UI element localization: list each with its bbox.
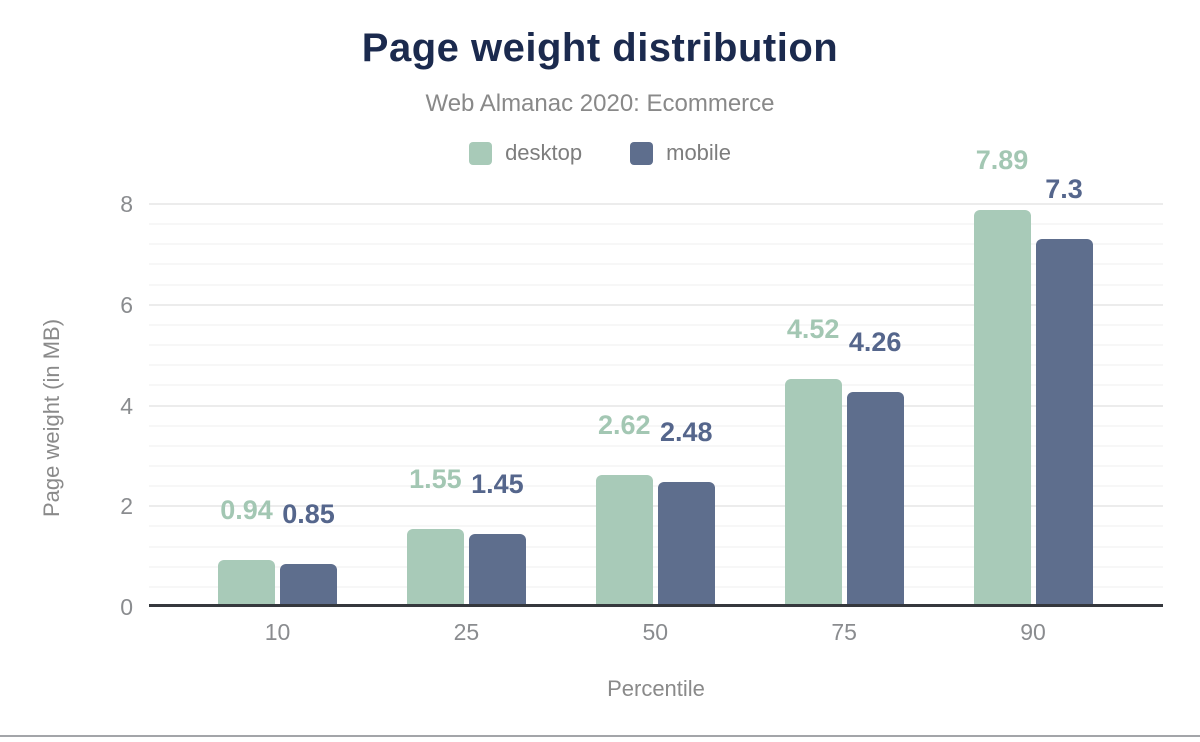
minor-gridline: [149, 364, 1163, 367]
desktop-legend-label: desktop: [505, 140, 583, 165]
major-gridline: [149, 404, 1163, 407]
value-label-mobile-p90: 7.3: [1045, 174, 1083, 205]
major-gridline: [149, 303, 1163, 306]
y-tick-label: 0: [120, 594, 133, 620]
minor-gridline: [149, 263, 1163, 266]
y-tick-label: 6: [120, 291, 133, 318]
minor-gridline: [149, 424, 1163, 427]
minor-gridline: [149, 585, 1163, 588]
bar-mobile-p75: [846, 392, 904, 607]
mobile-legend-swatch-icon: [630, 141, 654, 165]
minor-gridline: [149, 485, 1163, 488]
mobile-legend-label: mobile: [666, 140, 731, 165]
x-tick-label: 90: [1020, 619, 1046, 645]
y-tick-label: 4: [120, 392, 133, 419]
legend: desktop mobile: [0, 140, 1200, 166]
chart-title: Page weight distribution: [361, 26, 839, 70]
minor-gridline: [149, 464, 1163, 467]
x-tick-label: 10: [264, 619, 291, 645]
chart-subtitle: Web Almanac 2020: Ecommerce: [425, 90, 775, 117]
minor-gridline: [149, 223, 1163, 226]
bar-mobile-p10: [280, 564, 337, 607]
plot-area: 0 2 4 6 8 0.94 0.85 10 1.55 1.45 25 2.62 2.48 50 4.52 4…: [120, 146, 1163, 645]
minor-gridline: [149, 323, 1163, 326]
minor-gridline: [149, 525, 1163, 528]
major-gridline: [149, 505, 1163, 508]
bar-mobile-p25: [468, 533, 526, 607]
bar-desktop-p90: [973, 209, 1031, 607]
x-tick-label: 25: [453, 619, 480, 645]
x-axis-title: Percentile: [607, 676, 705, 701]
bar-mobile-p50: [657, 482, 715, 607]
minor-gridline: [149, 243, 1163, 246]
value-label-mobile-p10: 0.85: [282, 499, 335, 530]
y-tick-label: 8: [120, 191, 133, 217]
value-label-mobile-p25: 1.45: [471, 468, 524, 499]
bar-desktop-p25: [406, 528, 464, 607]
minor-gridline: [149, 283, 1163, 286]
bar-mobile-p90: [1035, 239, 1093, 607]
y-tick-label: 2: [120, 493, 133, 520]
value-label-desktop-p25: 1.55: [409, 463, 462, 494]
minor-gridline: [149, 444, 1163, 447]
value-label-desktop-p75: 4.52: [786, 314, 840, 345]
x-tick-label: 50: [642, 619, 669, 645]
legend-item-desktop: desktop: [469, 140, 582, 166]
desktop-legend-swatch-icon: [469, 141, 493, 165]
major-gridline: [149, 203, 1163, 205]
legend-item-mobile: mobile: [630, 140, 731, 166]
value-label-desktop-p50: 2.62: [597, 410, 651, 441]
bar-desktop-p10: [218, 559, 275, 607]
y-axis-title: Page weight (in MB): [39, 318, 64, 518]
bar-desktop-p50: [595, 475, 653, 607]
x-axis-line: [149, 604, 1163, 607]
minor-gridline: [149, 565, 1163, 568]
minor-gridline: [149, 545, 1163, 548]
bottom-divider: [0, 735, 1200, 737]
value-label-mobile-p50: 2.48: [659, 417, 713, 448]
value-label-desktop-p10: 0.94: [220, 494, 273, 525]
value-label-mobile-p75: 4.26: [848, 327, 902, 358]
bar-desktop-p75: [784, 379, 842, 607]
minor-gridline: [149, 344, 1163, 347]
minor-gridline: [149, 384, 1163, 387]
value-label-desktop-p90: 7.89: [975, 144, 1029, 175]
x-tick-label: 75: [831, 619, 857, 645]
